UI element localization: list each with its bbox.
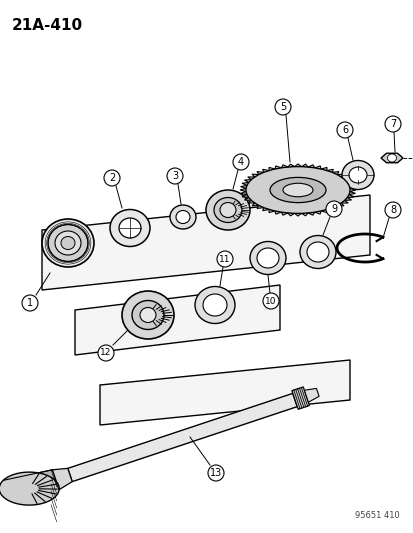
Circle shape — [274, 99, 290, 115]
Ellipse shape — [269, 177, 325, 203]
Text: 95651 410: 95651 410 — [354, 511, 399, 520]
Ellipse shape — [219, 203, 235, 217]
Ellipse shape — [202, 294, 226, 316]
Ellipse shape — [256, 248, 278, 268]
Ellipse shape — [387, 154, 396, 162]
Polygon shape — [42, 195, 369, 290]
Circle shape — [216, 251, 233, 267]
Circle shape — [384, 202, 400, 218]
Polygon shape — [3, 470, 59, 490]
Polygon shape — [52, 469, 72, 490]
Ellipse shape — [306, 242, 328, 262]
Ellipse shape — [42, 219, 94, 267]
Text: 9: 9 — [330, 204, 336, 214]
Circle shape — [98, 345, 114, 361]
Text: 5: 5 — [279, 102, 285, 112]
Circle shape — [104, 170, 120, 186]
Ellipse shape — [176, 211, 190, 223]
Ellipse shape — [299, 236, 335, 269]
Polygon shape — [304, 389, 318, 402]
Ellipse shape — [140, 308, 156, 322]
Polygon shape — [68, 393, 297, 482]
Ellipse shape — [249, 241, 285, 274]
Polygon shape — [75, 285, 279, 355]
Circle shape — [207, 465, 223, 481]
Ellipse shape — [214, 198, 242, 222]
Ellipse shape — [341, 160, 373, 190]
Text: 6: 6 — [341, 125, 347, 135]
Ellipse shape — [206, 190, 249, 230]
Ellipse shape — [348, 167, 366, 183]
Text: 3: 3 — [171, 171, 178, 181]
Ellipse shape — [61, 237, 75, 249]
Text: 1: 1 — [27, 298, 33, 308]
Ellipse shape — [282, 183, 312, 197]
Polygon shape — [0, 472, 59, 505]
Circle shape — [233, 154, 248, 170]
Ellipse shape — [170, 205, 195, 229]
Ellipse shape — [55, 231, 81, 255]
Text: 13: 13 — [209, 468, 222, 478]
Text: 8: 8 — [389, 205, 395, 215]
Text: 7: 7 — [389, 119, 395, 129]
Circle shape — [22, 295, 38, 311]
Polygon shape — [240, 164, 355, 216]
Ellipse shape — [245, 167, 349, 213]
Ellipse shape — [119, 218, 141, 238]
Polygon shape — [100, 360, 349, 425]
Ellipse shape — [48, 224, 88, 262]
Ellipse shape — [110, 209, 150, 246]
Text: 21A-410: 21A-410 — [12, 18, 83, 33]
Text: 11: 11 — [219, 254, 230, 263]
Text: 4: 4 — [237, 157, 244, 167]
Text: 12: 12 — [100, 349, 112, 358]
Ellipse shape — [132, 301, 164, 329]
Circle shape — [262, 293, 278, 309]
Ellipse shape — [122, 291, 173, 339]
Circle shape — [166, 168, 183, 184]
Circle shape — [325, 201, 341, 217]
Circle shape — [336, 122, 352, 138]
Ellipse shape — [195, 287, 235, 324]
Text: 2: 2 — [109, 173, 115, 183]
Polygon shape — [291, 387, 309, 409]
Circle shape — [384, 116, 400, 132]
Text: 10: 10 — [265, 296, 276, 305]
Polygon shape — [380, 153, 402, 163]
